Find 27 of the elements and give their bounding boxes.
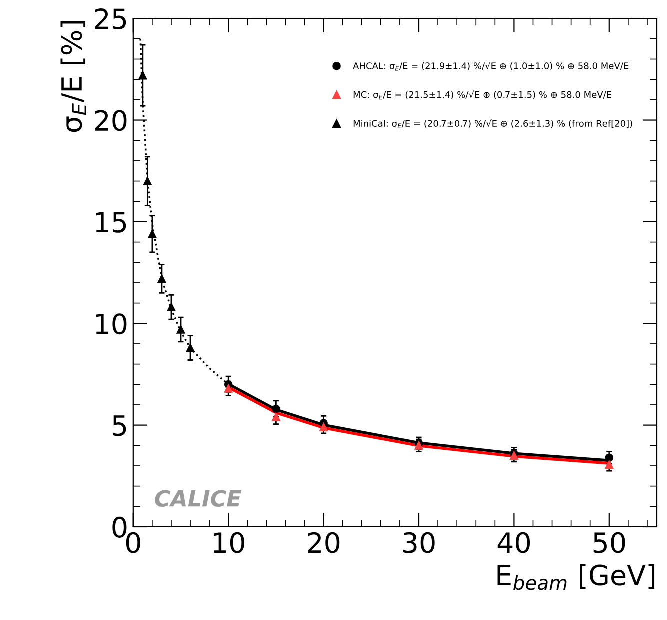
point (138, 71, 148, 80)
x-tick-label: 10 (214, 532, 244, 554)
legend-label: MiniCal: σ$_{E}$/E = (20.7±0.7) %/√E ⊕ (2.6±1.3) % (from Ref[20]) (354, 120, 632, 128)
y-tick-label: 0 (112, 516, 127, 538)
point (605, 454, 614, 462)
y-tick-label: 15 (96, 212, 126, 233)
point (167, 303, 176, 312)
x-tick-label: 0 (126, 532, 140, 554)
point (148, 230, 157, 238)
x-axis-title: E$_{beam}$ [GeV] (498, 564, 655, 590)
legend-label: AHCAL: σ$_{E}$/E = (21.9±1.4) %/√E ⊕ (1.0±1.0) % ⊕ 58.0 MeV/E (353, 62, 629, 71)
y-tick-label: 20 (95, 110, 127, 132)
y-axis-title: σ$_{E}$/E [%] (60, 21, 86, 132)
annotation: CALICE (155, 490, 242, 507)
y-tick-label: 5 (113, 416, 126, 436)
x-tick-label: 30 (403, 532, 435, 554)
point (176, 326, 186, 334)
y-tick-label: 10 (96, 314, 127, 335)
point (144, 177, 152, 186)
legend-label: MC: σ$_{E}$/E = (21.5±1.4) %/√E ⊕ (0.7±1.5) % ⊕ 58.0 MeV/E (354, 90, 612, 100)
point (186, 344, 195, 352)
x-tick-label: 20 (308, 532, 340, 554)
x-tick-label: 40 (498, 532, 530, 554)
point (158, 274, 166, 284)
point (272, 404, 280, 414)
y-tick-label: 25 (95, 8, 126, 30)
x-tick-label: 50 (594, 532, 626, 554)
